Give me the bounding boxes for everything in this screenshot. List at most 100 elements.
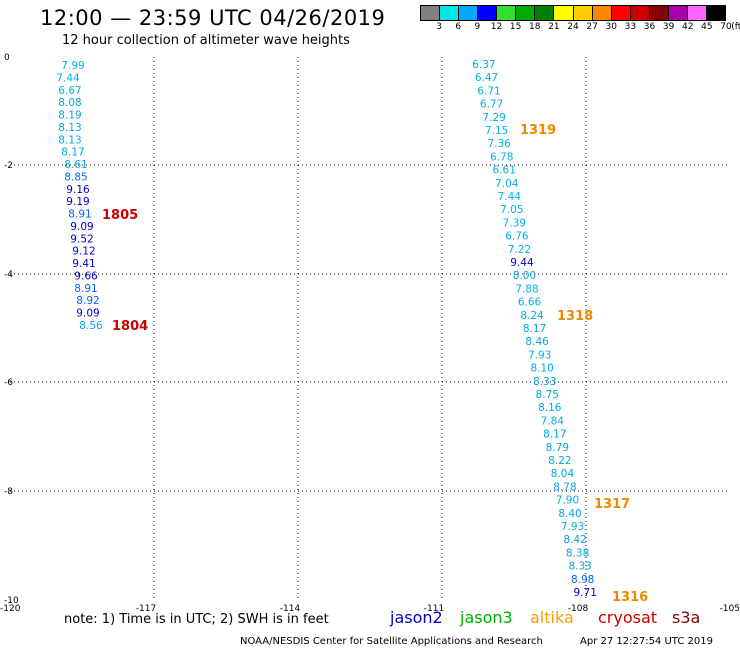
- x-axis-tick-label: -111: [424, 604, 444, 614]
- wave-height-value: 8.33: [568, 561, 591, 573]
- wave-height-value: 9.52: [70, 233, 93, 245]
- color-scale-label: 70: [720, 22, 732, 32]
- y-axis-tick-label: -4: [4, 270, 13, 280]
- wave-height-value: 7.93: [561, 521, 584, 533]
- y-axis-tick-label: -6: [4, 378, 13, 388]
- wave-height-value: 7.93: [528, 349, 551, 361]
- pass-label: 1805: [102, 208, 138, 223]
- wave-height-value: 6.76: [505, 231, 529, 243]
- color-scale-swatch: [668, 6, 688, 20]
- legend-cryosat: cryosat: [598, 608, 658, 627]
- wave-height-value: 8.00: [513, 270, 536, 282]
- wave-height-value: 7.44: [498, 191, 522, 203]
- x-axis-tick-label: -120: [0, 604, 21, 614]
- legend-altika: altika: [530, 608, 574, 627]
- wave-height-value: 8.04: [551, 468, 575, 480]
- wave-height-value: 6.66: [518, 297, 542, 309]
- wave-height-value: 7.90: [556, 495, 579, 507]
- color-scale-swatch: [687, 6, 707, 20]
- footer-credit: NOAA/NESDIS Center for Satellite Applica…: [240, 636, 543, 647]
- color-scale-label: 45: [701, 22, 713, 32]
- footer-timestamp: Apr 27 12:27:54 UTC 2019: [580, 636, 713, 647]
- wave-height-value: 9.66: [74, 270, 98, 282]
- wave-height-value: 8.16: [538, 402, 562, 414]
- wave-height-value: 8.19: [58, 110, 81, 122]
- color-scale-label: 30: [605, 22, 617, 32]
- wave-height-value: 8.98: [571, 574, 594, 586]
- wave-height-value: 6.37: [472, 59, 495, 71]
- color-scale-label: 36: [643, 22, 656, 32]
- wave-height-value: 6.77: [480, 99, 503, 111]
- color-scale-label: 27: [586, 22, 598, 32]
- color-scale-label: 9: [474, 22, 481, 32]
- y-axis-tick-label: 0: [4, 53, 10, 63]
- y-axis-tick-label: -2: [4, 161, 13, 171]
- color-scale-bar: [420, 5, 726, 21]
- wave-height-value: 8.24: [520, 310, 544, 322]
- wave-height-value: 8.78: [553, 481, 576, 493]
- pass-label: 1317: [594, 497, 630, 512]
- chart-title: 12:00 — 23:59 UTC 04/26/2019: [40, 6, 386, 30]
- color-scale-swatch: [649, 6, 669, 20]
- color-scale-label: 18: [529, 22, 541, 32]
- legend-jason3: jason3: [460, 608, 513, 627]
- color-scale-swatch: [554, 6, 574, 20]
- wave-height-value: 7.05: [500, 204, 523, 216]
- wave-height-value: 7.39: [503, 217, 526, 229]
- wave-height-value: 8.22: [548, 455, 571, 467]
- color-scale-swatch: [459, 6, 479, 20]
- wave-height-value: 8.92: [76, 295, 99, 307]
- wave-height-value: 8.75: [536, 389, 559, 401]
- wave-height-value: 6.47: [475, 72, 498, 84]
- units-note: note: 1) Time is in UTC; 2) SWH is in fe…: [64, 612, 329, 627]
- wave-height-value: 7.15: [485, 125, 508, 137]
- wave-height-value: 7.84: [541, 415, 565, 427]
- color-scale-label: 15: [509, 22, 522, 32]
- wave-height-value: 8.13: [58, 134, 81, 146]
- color-scale-label: 12: [490, 22, 503, 32]
- wave-height-value: 8.42: [563, 534, 586, 546]
- wave-height-value: 8.91: [68, 209, 91, 221]
- x-axis-tick-label: -114: [280, 604, 301, 614]
- wave-height-value: 8.46: [525, 336, 549, 348]
- wave-height-value: 9.19: [66, 196, 89, 208]
- wave-height-value: 8.85: [64, 171, 87, 183]
- color-scale-swatch: [440, 6, 460, 20]
- wave-height-value: 7.22: [508, 244, 531, 256]
- color-scale-swatch: [478, 6, 498, 20]
- wave-height-value: 8.91: [74, 283, 97, 295]
- y-axis-tick-label: -10: [4, 596, 19, 606]
- wave-height-value: 8.40: [558, 508, 581, 520]
- wave-height-value: 8.56: [79, 320, 103, 332]
- wave-height-value: 8.79: [546, 442, 569, 454]
- wave-height-value: 6.61: [493, 165, 516, 177]
- color-scale-swatch: [592, 6, 612, 20]
- wave-height-value: 7.04: [495, 178, 519, 190]
- wave-height-value: 6.78: [490, 151, 513, 163]
- color-scale-swatch: [421, 6, 441, 20]
- wave-height-value: 9.09: [76, 308, 99, 320]
- color-scale-swatch: [516, 6, 536, 20]
- x-axis-tick-label: -105: [720, 604, 740, 614]
- wave-height-value: 9.12: [72, 246, 95, 258]
- wave-height-value: 9.71: [574, 587, 597, 599]
- y-axis-tick-label: -8: [4, 487, 13, 497]
- wave-height-value: 8.13: [58, 122, 81, 134]
- wave-height-value: 9.44: [510, 257, 534, 269]
- pass-label: 1804: [112, 319, 148, 334]
- legend-s3a: s3a: [672, 608, 701, 627]
- pass-label: 1318: [557, 309, 593, 324]
- wave-height-value: 9.41: [72, 258, 95, 270]
- wave-height-value: 6.67: [58, 85, 81, 97]
- wave-height-value: 8.33: [533, 376, 556, 388]
- color-scale-swatch: [573, 6, 593, 20]
- color-scale-label: 6: [455, 22, 462, 32]
- color-scale-label: 42: [682, 22, 694, 32]
- color-scale-swatch: [611, 6, 631, 20]
- wave-height-value: 8.08: [58, 97, 81, 109]
- wave-height-value: 9.16: [66, 184, 90, 196]
- wave-height-value: 6.71: [477, 85, 500, 97]
- x-axis-tick-label: -108: [568, 604, 589, 614]
